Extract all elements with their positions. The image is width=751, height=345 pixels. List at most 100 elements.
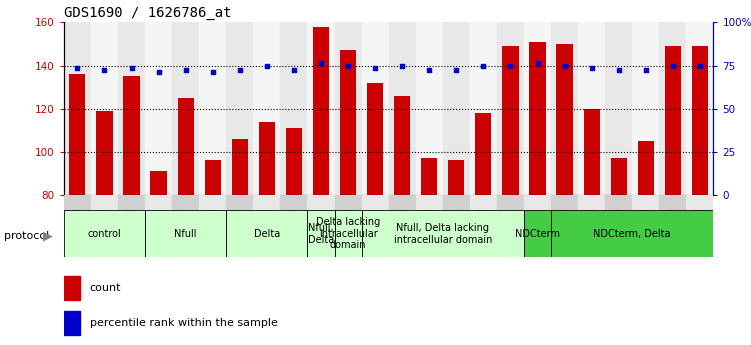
Bar (443, 22, 470, 195)
Bar (584, 109, 600, 345)
Bar (443, 195, 470, 210)
Bar (551, 195, 578, 210)
Bar (605, 22, 632, 195)
Bar (177, 98, 194, 345)
Point (559, 63, 571, 68)
Bar (199, 195, 226, 210)
Point (315, 61, 327, 66)
Text: control: control (88, 229, 122, 239)
Bar (64, 276, 80, 300)
Text: percentile rank within the sample: percentile rank within the sample (90, 318, 278, 328)
Bar (421, 158, 437, 345)
Point (369, 65, 381, 70)
Bar (502, 46, 518, 345)
Bar (172, 22, 199, 195)
Bar (64, 195, 91, 210)
Point (71, 65, 83, 70)
Bar (334, 22, 361, 195)
Bar (611, 158, 627, 345)
Bar (632, 195, 659, 210)
Bar (529, 42, 546, 345)
Bar (470, 22, 497, 195)
Bar (686, 195, 713, 210)
Text: NDCterm: NDCterm (515, 229, 560, 239)
Text: GDS1690 / 1626786_at: GDS1690 / 1626786_at (64, 6, 231, 20)
Bar (145, 195, 172, 210)
Bar (313, 27, 329, 345)
Bar (551, 22, 578, 195)
Bar (470, 195, 497, 210)
Bar (497, 22, 524, 195)
Bar (556, 44, 573, 345)
Bar (632, 22, 659, 195)
Bar (145, 210, 226, 257)
Bar (118, 22, 145, 195)
Point (478, 63, 490, 68)
Bar (226, 210, 307, 257)
Bar (226, 195, 253, 210)
Bar (64, 310, 80, 335)
Bar (91, 195, 118, 210)
Bar (524, 22, 551, 195)
Text: count: count (90, 284, 122, 293)
Point (424, 67, 436, 72)
Bar (448, 160, 464, 345)
Bar (361, 195, 389, 210)
Bar (605, 195, 632, 210)
Point (586, 65, 598, 70)
Bar (638, 141, 654, 345)
Text: Delta lacking
intracellular
domain: Delta lacking intracellular domain (316, 217, 380, 250)
Bar (686, 22, 713, 195)
Point (532, 61, 544, 66)
Text: NDCterm, Delta: NDCterm, Delta (593, 229, 671, 239)
Bar (361, 22, 389, 195)
Text: Delta: Delta (254, 229, 280, 239)
Bar (91, 22, 118, 195)
Bar (64, 210, 145, 257)
Bar (416, 195, 443, 210)
Bar (280, 195, 307, 210)
Text: Nfull: Nfull (174, 229, 197, 239)
Bar (199, 22, 226, 195)
Bar (578, 22, 605, 195)
Bar (123, 76, 140, 345)
Point (152, 69, 164, 75)
Point (207, 69, 219, 75)
Bar (204, 160, 221, 345)
Point (179, 67, 192, 72)
Bar (340, 50, 356, 345)
Bar (258, 121, 275, 345)
Bar (69, 74, 86, 345)
Point (667, 63, 679, 68)
Bar (367, 83, 383, 345)
Bar (334, 210, 361, 257)
Bar (497, 195, 524, 210)
Bar (361, 210, 524, 257)
Point (505, 63, 517, 68)
Point (342, 63, 354, 68)
Bar (307, 22, 334, 195)
Bar (551, 210, 713, 257)
Text: protocol: protocol (4, 231, 49, 241)
Bar (286, 128, 302, 345)
Point (451, 67, 463, 72)
Bar (389, 195, 416, 210)
Bar (280, 22, 307, 195)
Point (640, 67, 652, 72)
Point (397, 63, 409, 68)
Bar (389, 22, 416, 195)
Point (234, 67, 246, 72)
Point (261, 63, 273, 68)
Point (125, 65, 137, 70)
Point (288, 67, 300, 72)
Text: ▶: ▶ (43, 230, 53, 243)
Bar (475, 113, 491, 345)
Bar (231, 139, 248, 345)
Point (613, 67, 625, 72)
Bar (665, 46, 681, 345)
Bar (150, 171, 167, 345)
Bar (524, 195, 551, 210)
Bar (96, 111, 113, 345)
Bar (334, 195, 361, 210)
Bar (172, 195, 199, 210)
